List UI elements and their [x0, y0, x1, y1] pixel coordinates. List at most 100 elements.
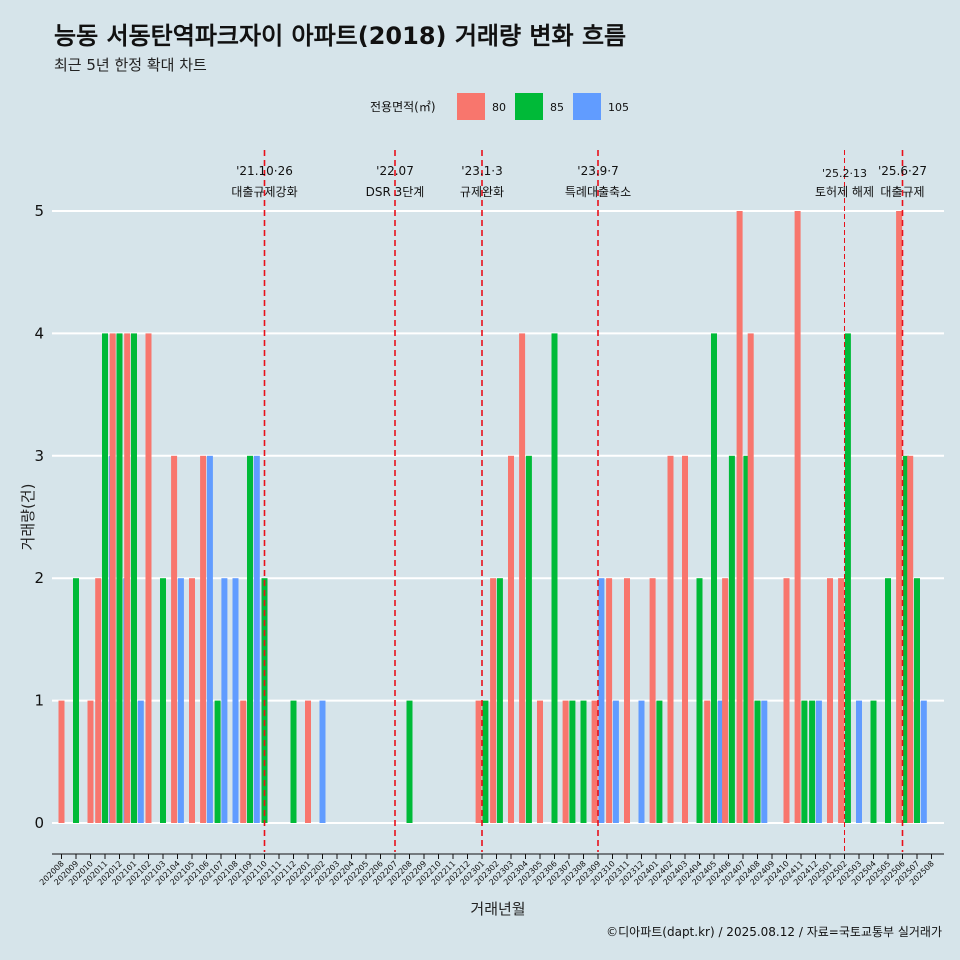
bar-85-202208: [406, 700, 413, 823]
bar-80-202410: [783, 578, 790, 823]
event-lines: '21.10·26 대출규제강화 '22.07 DSR 3단계 '23.1·3 규제완화 '…: [231, 150, 927, 852]
bar-85-202407: [743, 455, 750, 823]
bar-105-202408: [761, 700, 768, 823]
bar-80-202008: [58, 700, 65, 823]
y-tick-label: 0: [34, 814, 44, 832]
event-label: 규제완화: [460, 185, 504, 199]
bar-80-202304: [519, 333, 526, 823]
bar-80-202310: [606, 578, 613, 823]
bar-80-202101: [124, 333, 131, 823]
bar-80-202411: [794, 211, 801, 823]
bar-105-202310: [612, 700, 619, 823]
bar-80-202301: [475, 700, 482, 823]
bar-105-202109: [253, 455, 260, 823]
bar-105-202101: [137, 700, 144, 823]
plot-area: 0 1 2 3 4 5 '21.10·26 대출규제강화 '22.07 DSR 3단계 '23.1…: [34, 150, 944, 887]
legend: 전용면적(㎡) 80 85 105: [370, 93, 629, 120]
caption: ©디아파트(dapt.kr) / 2025.08.12 / 자료=국토교통부 실…: [606, 925, 942, 939]
bar-80-202011: [95, 578, 102, 823]
bar-80-202406: [722, 578, 729, 823]
bar-85-202011: [102, 333, 108, 823]
chart-title: 능동 서동탄역파크자이 아파트(2018) 거래량 변화 흐름: [54, 22, 626, 50]
bar-80-202106: [200, 455, 207, 823]
bar-80-202102: [145, 333, 152, 823]
bar-85-202408: [754, 700, 761, 823]
event-label: 대출규제: [880, 185, 924, 199]
bar-85-202109: [247, 455, 253, 823]
bar-80-202105: [189, 578, 195, 823]
bar-105-202412: [815, 700, 822, 823]
bar-105-202503: [856, 700, 862, 823]
bar-85-202301: [482, 700, 489, 823]
bar-80-202501: [827, 578, 833, 823]
y-axis-ticks: 0 1 2 3 4 5: [34, 202, 44, 832]
bar-80-202109: [240, 700, 247, 823]
bar-105-202104: [177, 578, 184, 823]
bar-85-202504: [870, 700, 877, 823]
legend-swatch-105: [573, 93, 601, 120]
bar-85-202406: [728, 455, 735, 823]
y-tick-label: 3: [34, 447, 44, 465]
bar-85-202012: [116, 333, 123, 823]
event-date: '23.1·3: [461, 164, 502, 178]
event-date: '25.6·27: [878, 164, 927, 178]
bar-85-202306: [551, 333, 558, 823]
bar-105-202107: [221, 578, 228, 823]
bar-80-202307: [562, 700, 569, 823]
y-tick-label: 1: [34, 692, 44, 710]
event-date: '23.9·7: [577, 164, 618, 178]
event-date: '25.2·13: [822, 167, 867, 180]
bar-105-202405: [717, 700, 724, 823]
bar-80-202104: [171, 455, 178, 823]
event-label: 대출규제강화: [231, 185, 297, 199]
y-tick-label: 4: [34, 324, 44, 342]
bar-85-202112: [290, 700, 297, 823]
legend-label: 80: [492, 101, 506, 114]
bar-85-202506: [902, 455, 909, 823]
bar-80-202302: [490, 578, 497, 823]
bar-85-202009: [73, 578, 79, 823]
chart-subtitle: 최근 5년 한정 확대 차트: [54, 56, 207, 74]
bar-85-202401: [656, 700, 663, 823]
bar-80-202311: [624, 578, 630, 823]
bar-80-202201: [305, 700, 311, 823]
bar-105-202309: [598, 578, 605, 823]
bar-80-202012: [109, 333, 116, 823]
legend-swatch-80: [457, 93, 485, 120]
bar-105-202507: [920, 700, 927, 823]
y-tick-label: 2: [34, 569, 44, 587]
bar-80-202402: [667, 455, 674, 823]
bar-80-202507: [907, 455, 914, 823]
event-label: DSR 3단계: [366, 185, 425, 199]
bar-105-202312: [638, 700, 645, 823]
bar-80-202303: [508, 455, 514, 823]
bar-105-202106: [206, 455, 213, 823]
y-axis-title: 거래량(건): [19, 484, 37, 551]
bar-80-202403: [682, 455, 688, 823]
bar-85-202307: [569, 700, 576, 823]
bar-80-202401: [649, 578, 656, 823]
legend-label: 105: [608, 101, 629, 114]
bar-85-202302: [496, 578, 503, 823]
bar-80-202408: [747, 333, 754, 823]
bar-85-202103: [160, 578, 166, 823]
bar-105-202108: [232, 578, 239, 823]
event-date: '21.10·26: [236, 164, 293, 178]
bar-85-202507: [914, 578, 920, 823]
bar-80-202405: [704, 700, 711, 823]
bar-85-202412: [809, 700, 816, 823]
bar-80-202506: [896, 211, 903, 823]
bar-85-202411: [801, 700, 808, 823]
bar-80-202407: [736, 211, 743, 823]
bars: [58, 211, 927, 823]
bar-85-202308: [580, 700, 587, 823]
x-axis-title: 거래년월: [470, 900, 525, 918]
event-label: 토허제 해제: [815, 185, 874, 199]
bar-85-202502: [844, 333, 851, 823]
x-axis: 2020082020092020102020112020122021012021…: [38, 853, 944, 887]
event-label: 특례대출축소: [565, 185, 631, 199]
event-date: '22.07: [376, 164, 414, 178]
bar-85-202107: [214, 700, 221, 823]
bar-80-202309: [591, 700, 598, 823]
